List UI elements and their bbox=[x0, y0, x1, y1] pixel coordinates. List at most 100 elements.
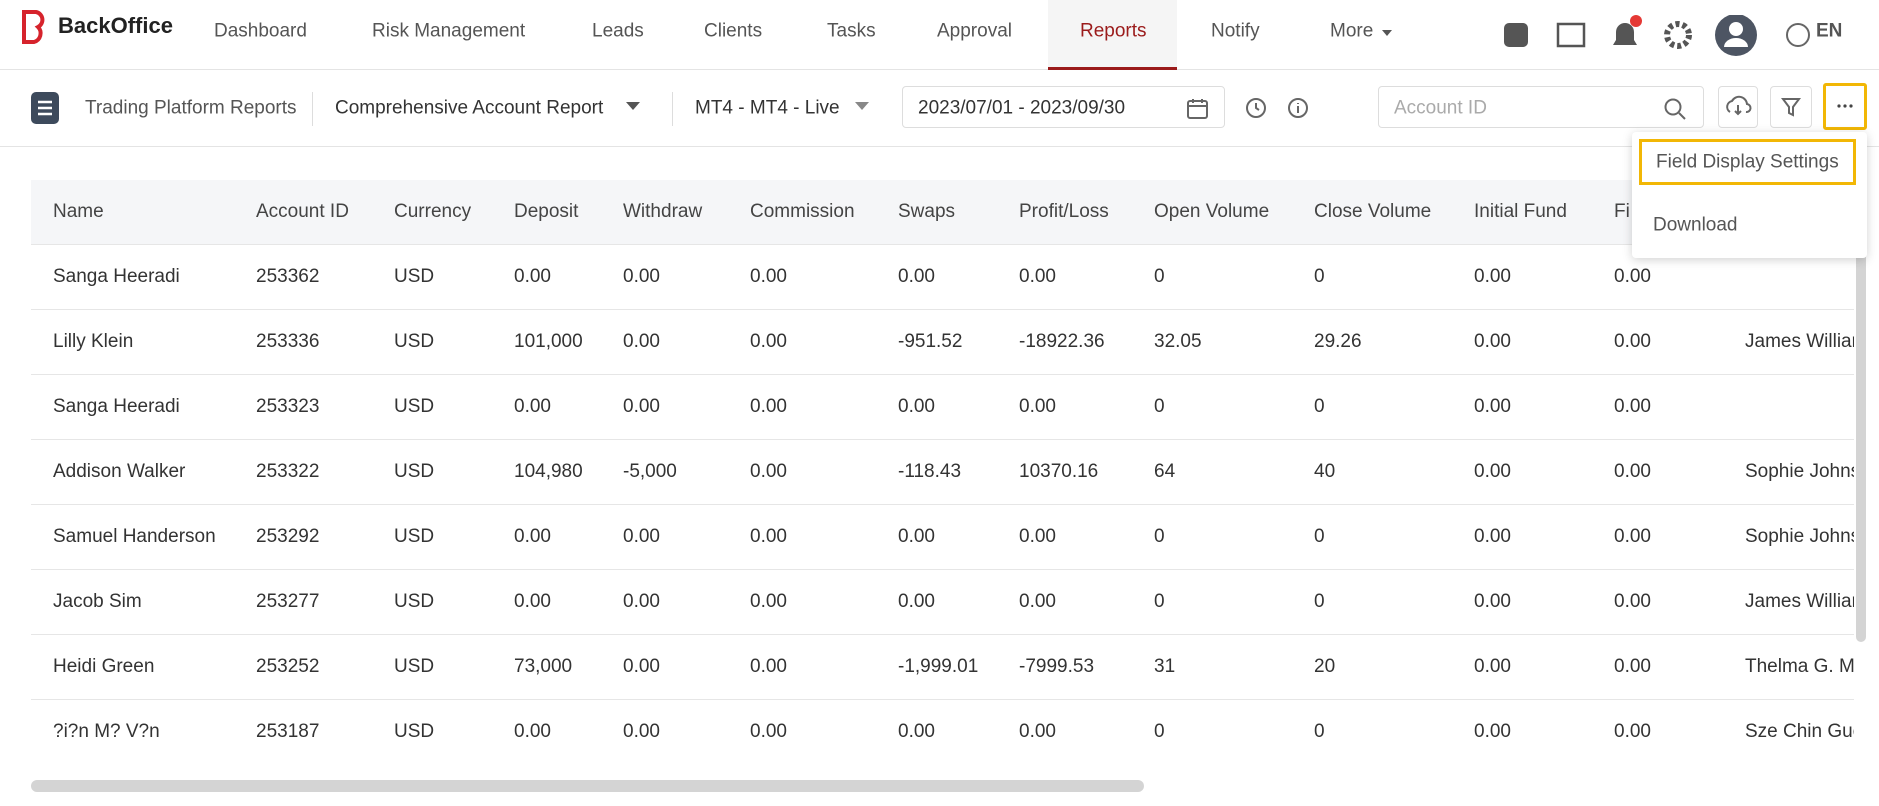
table-row: Sanga Heeradi 253362 USD 0.00 0.00 0.00 0.00 0.… bbox=[31, 245, 1854, 310]
table-cell: 0.00 bbox=[623, 331, 660, 352]
search-box[interactable]: Account ID bbox=[1378, 86, 1704, 128]
table-cell: 0.00 bbox=[1614, 591, 1651, 612]
column-header[interactable]: Account ID bbox=[256, 201, 349, 222]
column-header[interactable]: Deposit bbox=[514, 201, 579, 222]
table-cell: 0.00 bbox=[1614, 526, 1651, 547]
menu-item-label: Download bbox=[1653, 214, 1738, 236]
table-cell: 0 bbox=[1314, 591, 1325, 612]
settings-icon[interactable] bbox=[1664, 21, 1692, 49]
table-cell: Sanga Heeradi bbox=[53, 266, 180, 287]
table-cell: 32.05 bbox=[1154, 331, 1202, 352]
table-cell: 0.00 bbox=[1614, 656, 1651, 677]
column-header[interactable]: Currency bbox=[394, 201, 472, 222]
section-title: Trading Platform Reports bbox=[85, 97, 297, 119]
column-header[interactable]: Name bbox=[53, 201, 104, 222]
stack-icon[interactable] bbox=[1504, 23, 1528, 47]
column-header[interactable]: Withdraw bbox=[623, 201, 703, 222]
table-cell: 253292 bbox=[256, 526, 320, 547]
table-cell: -5,000 bbox=[623, 461, 677, 482]
table-cell: Sophie Johns bbox=[1745, 461, 1854, 482]
logo-text: BackOffice bbox=[58, 13, 173, 38]
menu-item[interactable]: Download bbox=[1639, 202, 1856, 248]
date-range[interactable]: 2023/07/01 - 2023/09/30 bbox=[902, 86, 1225, 128]
table-cell: 0.00 bbox=[1019, 526, 1056, 547]
table-cell: 253252 bbox=[256, 656, 320, 677]
language[interactable]: EN bbox=[1816, 20, 1843, 42]
table-cell: 0 bbox=[1314, 721, 1325, 742]
table-cell: 253322 bbox=[256, 461, 320, 482]
table-cell: 0.00 bbox=[514, 721, 551, 742]
column-header[interactable]: Commission bbox=[750, 201, 855, 222]
download-button[interactable] bbox=[1718, 86, 1758, 128]
column-header[interactable]: Swaps bbox=[898, 201, 956, 222]
table-cell: 253187 bbox=[256, 721, 320, 742]
column-header[interactable]: Fi bbox=[1614, 201, 1630, 222]
table-cell: 0.00 bbox=[1614, 721, 1651, 742]
active-tab bbox=[1048, 0, 1177, 70]
nav-item[interactable]: Notify bbox=[1211, 20, 1260, 42]
report-icon bbox=[31, 92, 59, 124]
table-cell: 0.00 bbox=[1474, 721, 1511, 742]
avatar-head bbox=[1729, 22, 1743, 36]
report-select[interactable]: Comprehensive Account Report bbox=[335, 97, 604, 119]
horizontal-scrollbar[interactable] bbox=[31, 780, 1144, 792]
table-cell: 0.00 bbox=[1614, 331, 1651, 352]
table-cell: Jacob Sim bbox=[53, 591, 142, 612]
store-icon[interactable] bbox=[1556, 22, 1586, 48]
table-cell: USD bbox=[394, 591, 435, 612]
history-icon[interactable] bbox=[1246, 98, 1266, 118]
table-cell: 253362 bbox=[256, 266, 320, 287]
filter-button[interactable] bbox=[1770, 86, 1812, 128]
table-cell: 0 bbox=[1154, 266, 1165, 287]
table-cell: -951.52 bbox=[898, 331, 963, 352]
globe-icon[interactable] bbox=[1786, 23, 1810, 47]
column-header[interactable]: Close Volume bbox=[1314, 201, 1432, 222]
table-row: Sanga Heeradi 253323 USD 0.00 0.00 0.00 0.00 0.… bbox=[31, 375, 1854, 440]
more-menu: Field Display Settings Download bbox=[1632, 132, 1867, 258]
nav-item[interactable]: More bbox=[1330, 20, 1374, 42]
table-cell: -7999.53 bbox=[1019, 656, 1095, 677]
search-placeholder: Account ID bbox=[1394, 97, 1487, 119]
table-cell: 0.00 bbox=[898, 721, 935, 742]
vertical-scrollbar[interactable] bbox=[1856, 234, 1866, 642]
table-cell: Heidi Green bbox=[53, 656, 155, 677]
table-cell: 0 bbox=[1314, 266, 1325, 287]
nav-item[interactable]: Dashboard bbox=[214, 20, 307, 42]
table-cell: Sanga Heeradi bbox=[53, 396, 180, 417]
bell-icon[interactable] bbox=[1613, 23, 1637, 45]
nav-item[interactable]: Approval bbox=[937, 20, 1012, 42]
column-header[interactable]: Open Volume bbox=[1154, 201, 1270, 222]
info-icon[interactable] bbox=[1288, 98, 1308, 118]
table-cell: Lilly Klein bbox=[53, 331, 134, 352]
filter-icon bbox=[1781, 98, 1801, 117]
nav-item[interactable]: Reports bbox=[1080, 20, 1147, 42]
table-cell: 0.00 bbox=[1474, 331, 1511, 352]
table-cell: 0 bbox=[1154, 721, 1165, 742]
caret bbox=[855, 102, 869, 110]
nav-item[interactable]: Leads bbox=[592, 20, 644, 42]
nav-item[interactable]: Tasks bbox=[827, 20, 876, 42]
table-cell: 0.00 bbox=[623, 266, 660, 287]
table-cell: 0.00 bbox=[514, 266, 551, 287]
table-cell: -18922.36 bbox=[1019, 331, 1105, 352]
column-header[interactable]: Initial Fund bbox=[1474, 201, 1567, 222]
table-row: Lilly Klein 253336 USD 101,000 0.00 0.00 -951.… bbox=[31, 310, 1854, 375]
tool-icons bbox=[1246, 98, 1308, 118]
table-cell: 64 bbox=[1154, 461, 1176, 482]
table-cell: -118.43 bbox=[898, 461, 962, 482]
table-cell: 0.00 bbox=[514, 396, 551, 417]
column-header[interactable]: Profit/Loss bbox=[1019, 201, 1109, 222]
table-cell: 0.00 bbox=[1019, 591, 1056, 612]
table-row: Heidi Green 253252 USD 73,000 0.00 0.00 -1,999… bbox=[31, 635, 1854, 700]
table-cell: 0.00 bbox=[1474, 266, 1511, 287]
table-cell: 0.00 bbox=[1474, 396, 1511, 417]
platform-select[interactable]: MT4 - MT4 - Live bbox=[695, 97, 840, 119]
table-cell: 0.00 bbox=[898, 396, 935, 417]
nav-item[interactable]: Clients bbox=[704, 20, 763, 42]
more-button[interactable] bbox=[1823, 83, 1867, 130]
table-cell: 0.00 bbox=[1474, 526, 1511, 547]
nav-item[interactable]: Risk Management bbox=[372, 20, 526, 42]
table-cell: 0.00 bbox=[1474, 591, 1511, 612]
menu-item[interactable]: Field Display Settings bbox=[1639, 139, 1856, 185]
